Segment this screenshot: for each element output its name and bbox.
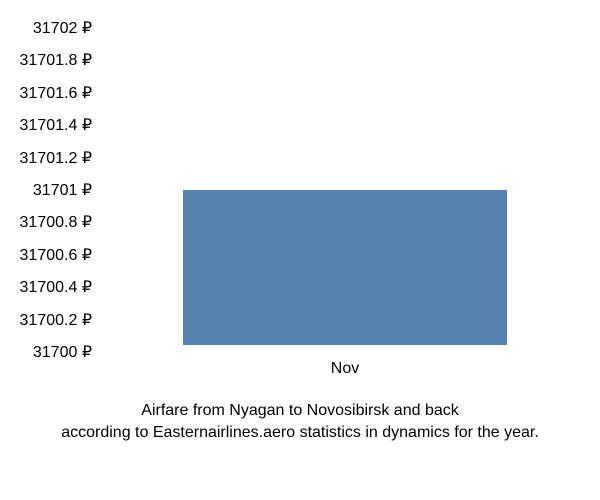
y-tick-label: 31700.2 ₽ xyxy=(0,310,92,330)
chart-caption-line2: according to Easternairlines.aero statis… xyxy=(0,422,600,444)
y-axis-labels: 31702 ₽ 31701.8 ₽ 31701.6 ₽ 31701.4 ₽ 31… xyxy=(0,28,100,352)
chart-caption-line1: Airfare from Nyagan to Novosibirsk and b… xyxy=(0,400,600,422)
y-tick-label: 31701 ₽ xyxy=(0,180,92,200)
y-tick-label: 31700.4 ₽ xyxy=(0,277,92,297)
y-tick-label: 31702 ₽ xyxy=(0,18,92,38)
chart-plot-area xyxy=(100,35,590,345)
bar-nov xyxy=(183,190,506,345)
y-tick-label: 31701.2 ₽ xyxy=(0,148,92,168)
x-tick-label: Nov xyxy=(331,360,359,378)
y-tick-label: 31700.8 ₽ xyxy=(0,212,92,232)
y-tick-label: 31700.6 ₽ xyxy=(0,245,92,265)
y-tick-label: 31701.4 ₽ xyxy=(0,115,92,135)
y-tick-label: 31701.6 ₽ xyxy=(0,83,92,103)
y-tick-label: 31701.8 ₽ xyxy=(0,50,92,70)
y-tick-label: 31700 ₽ xyxy=(0,342,92,362)
